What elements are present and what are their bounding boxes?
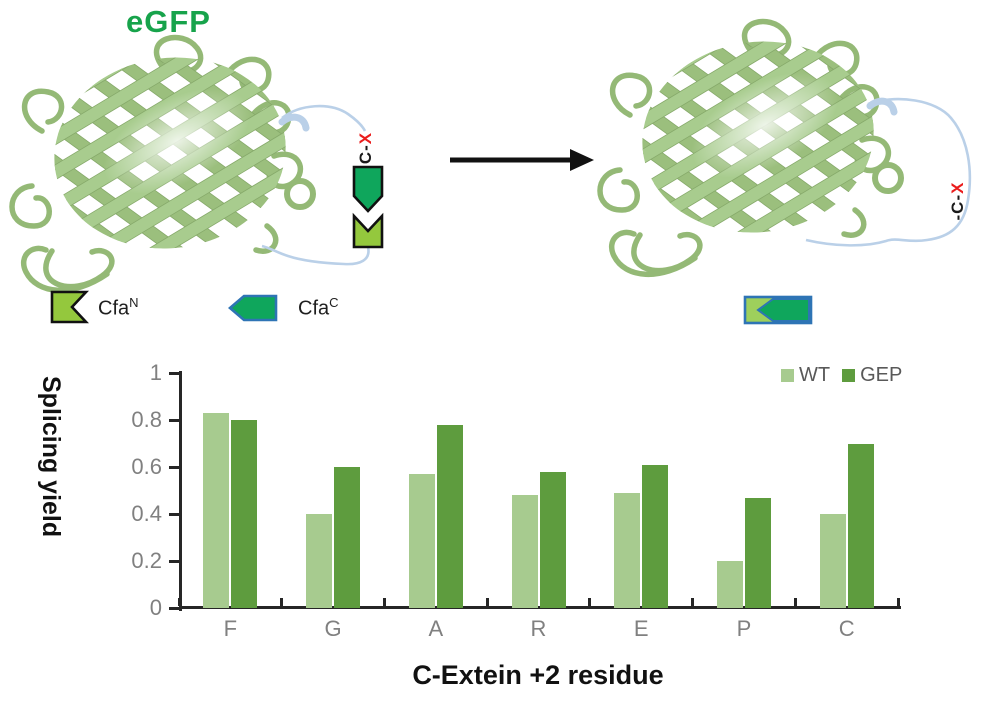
x-tick	[588, 598, 592, 606]
bar-WT-G	[306, 514, 333, 608]
y-tick-label: 1	[149, 360, 162, 385]
left-terminus-label: C- X	[348, 124, 384, 172]
cfa-c-intein-shape	[352, 165, 384, 213]
left-terminus-x: X	[356, 131, 375, 145]
bar-GEP-C	[847, 443, 874, 608]
category-label-R: R	[530, 616, 547, 641]
x-tick	[177, 598, 181, 606]
cfa-n-legend-label: CfaN	[98, 295, 139, 320]
x-tick	[896, 598, 900, 606]
splicing-scheme-graphic	[0, 0, 992, 355]
right-terminus-prefix: -C-	[948, 193, 967, 221]
bar-WT-P	[716, 561, 743, 608]
legend-item-WT: WT	[781, 364, 830, 387]
x-tick	[793, 598, 797, 606]
y-tick	[169, 418, 179, 422]
right-terminus-x: X	[948, 181, 967, 194]
y-tick-label: 0.8	[131, 407, 162, 432]
y-tick	[169, 465, 179, 469]
chart-legend: WT GEP	[781, 364, 902, 387]
x-axis-title: C-Extein +2 residue	[412, 660, 664, 690]
cfa-c-legend-swatch	[228, 294, 278, 322]
bar-WT-R	[511, 495, 538, 608]
x-tick	[485, 598, 489, 606]
right-terminus-label: -C- X	[940, 173, 976, 229]
x-tick	[382, 598, 386, 606]
cfa-n-legend-swatch	[50, 290, 89, 324]
y-tick-label: 0.6	[131, 454, 162, 479]
y-axis-title: Splicing yield	[37, 376, 65, 538]
bar-GEP-F	[231, 420, 258, 608]
bar-GEP-G	[334, 467, 361, 608]
cfa-n-intein-shape	[352, 212, 384, 249]
egfp-label: eGFP	[126, 4, 211, 39]
bar-GEP-R	[539, 471, 566, 608]
y-tick	[169, 512, 179, 516]
y-tick	[169, 606, 179, 610]
left-terminus-prefix: C-	[356, 144, 375, 165]
legend-swatch-WT	[781, 369, 794, 382]
legend-swatch-GEP	[842, 369, 856, 382]
category-label-C: C	[838, 616, 855, 641]
legend-label-WT: WT	[799, 364, 831, 386]
linker-loop-right	[805, 97, 972, 247]
bar-GEP-A	[436, 424, 463, 608]
y-tick-label: 0.4	[131, 501, 162, 526]
category-label-F: F	[223, 616, 238, 641]
y-tick	[169, 559, 179, 563]
category-label-G: G	[324, 616, 342, 641]
reaction-arrow	[450, 149, 594, 171]
legend-label-GEP: GEP	[860, 364, 903, 386]
bar-WT-A	[408, 474, 435, 608]
spliced-intein-shape	[743, 295, 813, 325]
linker-loop-left	[261, 104, 370, 266]
cfa-c-legend-label: CfaC	[298, 295, 339, 320]
x-tick	[280, 598, 284, 606]
bar-WT-E	[614, 492, 641, 608]
category-label-P: P	[736, 616, 752, 641]
x-tick	[691, 598, 695, 606]
bar-chart: 0 0.2 0.4 0.6 0.8 1 F G A R E P C	[0, 350, 992, 709]
bar-WT-F	[203, 412, 230, 608]
bar-GEP-P	[744, 497, 771, 608]
legend-item-GEP: GEP	[842, 364, 902, 387]
category-label-E: E	[633, 616, 649, 641]
protein-structure-right	[541, 0, 982, 340]
y-tick-label: 0	[149, 595, 162, 620]
y-tick	[169, 371, 179, 375]
y-axis-line	[179, 371, 182, 611]
bar-GEP-E	[642, 464, 669, 608]
y-tick-label: 0.2	[131, 548, 162, 573]
category-label-A: A	[428, 616, 444, 641]
bar-WT-C	[819, 514, 846, 608]
